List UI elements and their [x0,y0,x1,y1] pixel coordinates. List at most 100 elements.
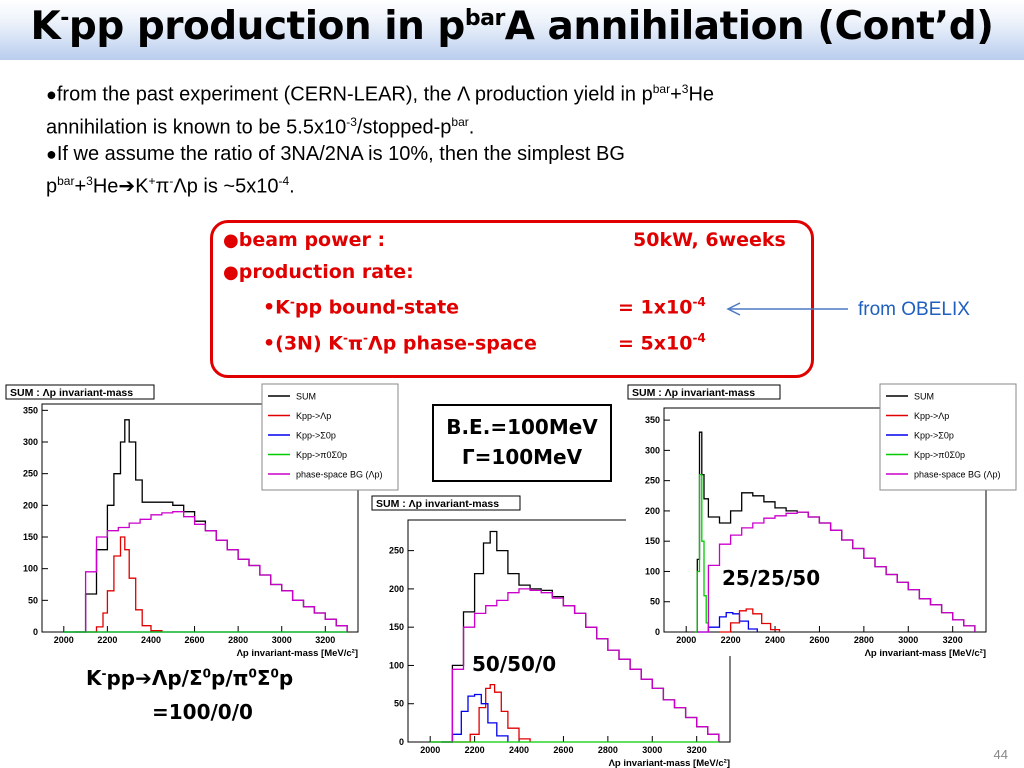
y-tick-label: 50 [28,595,38,605]
x-tick-label: 3000 [272,635,292,645]
x-axis-label: Λp invariant-mass [MeV/c²] [609,758,730,768]
y-tick-label: 150 [389,622,404,632]
series-kpp-p [719,608,781,633]
phase-space-value: = 5x10-4 [618,331,706,355]
series-phase-space-bg-p [697,511,976,633]
series-phase-space-bg-p [74,511,348,633]
series-kpp-0p [441,693,509,743]
legend-entry: Kpp->Σ0p [914,431,954,441]
legend-entry: SUM [296,392,316,402]
x-tick-label: 2600 [185,635,205,645]
beam-power-label: ●beam power : [223,229,386,251]
chart-legend: SUM Kpp->Λp Kpp->Σ0p Kpp->π0Σ0p phase-space … [261,383,399,491]
legend-entry: phase-space BG (Λp) [296,470,383,480]
y-tick-label: 100 [23,564,38,574]
y-tick-label: 100 [389,660,404,670]
chart-title: SUM : Λp invariant-mass [10,387,133,399]
chart-title-box [371,495,521,511]
x-tick-label: 3000 [642,745,662,755]
series-phase-space-bg-p [441,588,720,743]
legend-entry: Kpp->Λp [914,411,949,421]
left-caption: K-pp➔Λp/Σ0p/π0Σ0p [86,666,294,690]
parameter-box: B.E.=100MeV Γ=100MeV [432,404,612,482]
y-tick-label: 250 [645,476,660,486]
pointer-arrow [726,302,848,316]
binding-energy: B.E.=100MeV [446,415,598,439]
chart-title-box [5,384,155,400]
series-kpp-p [85,536,163,633]
y-tick-label: 300 [645,445,660,455]
series-kpp-p [452,683,531,743]
x-tick-label: 2600 [809,635,829,645]
beam-power-value: 50kW, 6weeks [633,229,786,251]
y-tick-label: 350 [645,415,660,425]
x-tick-label: 2400 [141,635,161,645]
legend-entry: phase-space BG (Λp) [914,470,1001,480]
x-tick-label: 2800 [854,635,874,645]
y-tick-label: 200 [23,500,38,510]
x-tick-label: 2200 [721,635,741,645]
production-rate-box: ●beam power : 50kW, 6weeks ●production r… [210,220,814,378]
legend-entry: SUM [914,392,934,402]
width: Γ=100MeV [461,445,583,469]
left-caption-ratio: =100/0/0 [152,700,253,724]
y-tick-label: 0 [33,627,38,637]
x-tick-label: 2200 [97,635,117,645]
x-tick-label: 3200 [687,745,707,755]
legend-box [879,383,1017,491]
y-tick-label: 200 [645,506,660,516]
series-kpp-0p [697,611,758,633]
chart-title: SUM : Λp invariant-mass [632,387,755,399]
y-tick-label: 150 [23,532,38,542]
chart-title-box [627,384,781,400]
y-tick-label: 300 [23,437,38,447]
x-tick-label: 2800 [228,635,248,645]
y-tick-label: 150 [645,536,660,546]
x-tick-label: 2000 [54,635,74,645]
series-kpp-0-0p [695,473,710,633]
y-tick-label: 100 [645,566,660,576]
arrow-icon: ➔ [118,175,136,198]
y-tick-label: 250 [389,546,404,556]
phase-space-label: •(3N) K-π-Λp phase-space [263,331,537,355]
slide-title: K-pp production in pbarA annihilation (C… [30,4,994,49]
y-tick-label: 50 [650,597,660,607]
bullet-2: ●If we assume the ratio of 3NA/2NA is 10… [46,143,625,198]
x-tick-label: 2200 [465,745,485,755]
page-number: 44 [993,747,1008,762]
x-tick-label: 3000 [898,635,918,645]
chart-title: SUM : Λp invariant-mass [376,498,499,510]
y-tick-label: 0 [399,737,404,747]
x-tick-label: 2600 [553,745,573,755]
legend-entry: Kpp->π0Σ0p [296,450,347,460]
production-rate-label: ●production rate: [223,261,414,283]
legend-box [261,383,399,491]
x-tick-label: 2400 [509,745,529,755]
y-tick-label: 50 [394,699,404,709]
x-tick-label: 2400 [765,635,785,645]
legend-entry: Kpp->π0Σ0p [914,450,965,460]
x-axis-label: Λp invariant-mass [MeV/c²] [865,648,986,659]
y-tick-label: 0 [655,627,660,637]
x-axis-label: Λp invariant-mass [MeV/c²] [237,648,358,659]
x-tick-label: 3200 [315,635,335,645]
kpp-bound-state-label: •K-pp bound-state [263,295,460,319]
y-tick-label: 250 [23,469,38,479]
legend-entry: Kpp->Σ0p [296,431,336,441]
right-ratio: 25/25/50 [722,566,821,590]
bullet-list: ●from the past experiment (CERN-LEAR), t… [46,76,986,201]
x-tick-label: 2000 [420,745,440,755]
y-tick-label: 200 [389,584,404,594]
chart-legend: SUM Kpp->Λp Kpp->Σ0p Kpp->π0Σ0p phase-space … [879,383,1017,491]
title-bar [0,0,1024,60]
x-tick-label: 2800 [598,745,618,755]
legend-entry: Kpp->Λp [296,411,331,421]
obelix-note: from OBELIX [858,299,970,320]
x-tick-label: 3200 [943,635,963,645]
plot-area [663,407,987,633]
kpp-bound-state-value: = 1x10-4 [618,295,706,319]
